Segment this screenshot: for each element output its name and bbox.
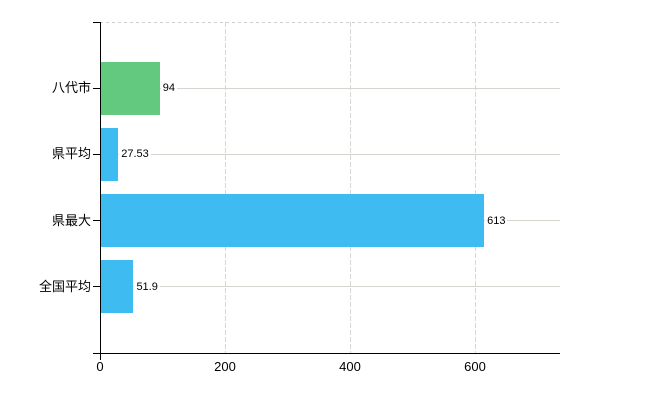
category-label: 八代市 [51,80,91,96]
plot-top-border [100,22,560,23]
v-gridline [474,22,476,353]
y-axis-tick [93,286,100,288]
bar [101,194,485,248]
y-axis-top-tick [93,22,100,23]
v-gridline [349,22,351,353]
x-tick-label: 600 [464,359,486,374]
y-axis-line [100,22,101,353]
value-label: 613 [485,213,508,228]
y-axis-tick [93,220,100,222]
value-label: 27.53 [119,147,151,162]
bar [101,260,134,314]
x-axis-line [93,353,560,354]
category-label: 県平均 [51,146,91,162]
x-tick-label: 400 [339,359,361,374]
h-gridline [100,87,560,89]
bar [101,61,160,115]
value-label: 94 [160,81,177,96]
h-gridline [100,286,560,288]
category-label: 全国平均 [38,278,91,294]
plot-area: 94 27.53 613 51.9 [100,22,560,353]
category-label: 県最大 [51,212,91,228]
x-tick-label: 0 [96,359,104,374]
h-gridline [100,153,560,155]
bar [101,127,119,181]
y-axis-tick [93,87,100,89]
v-gridline [224,22,226,353]
x-axis-zero-tick [100,353,101,360]
x-tick-label: 200 [214,359,236,374]
y-axis-tick [93,153,100,155]
value-label: 51.9 [134,279,160,294]
